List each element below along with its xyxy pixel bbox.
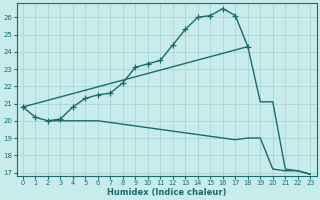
X-axis label: Humidex (Indice chaleur): Humidex (Indice chaleur) xyxy=(107,188,226,197)
